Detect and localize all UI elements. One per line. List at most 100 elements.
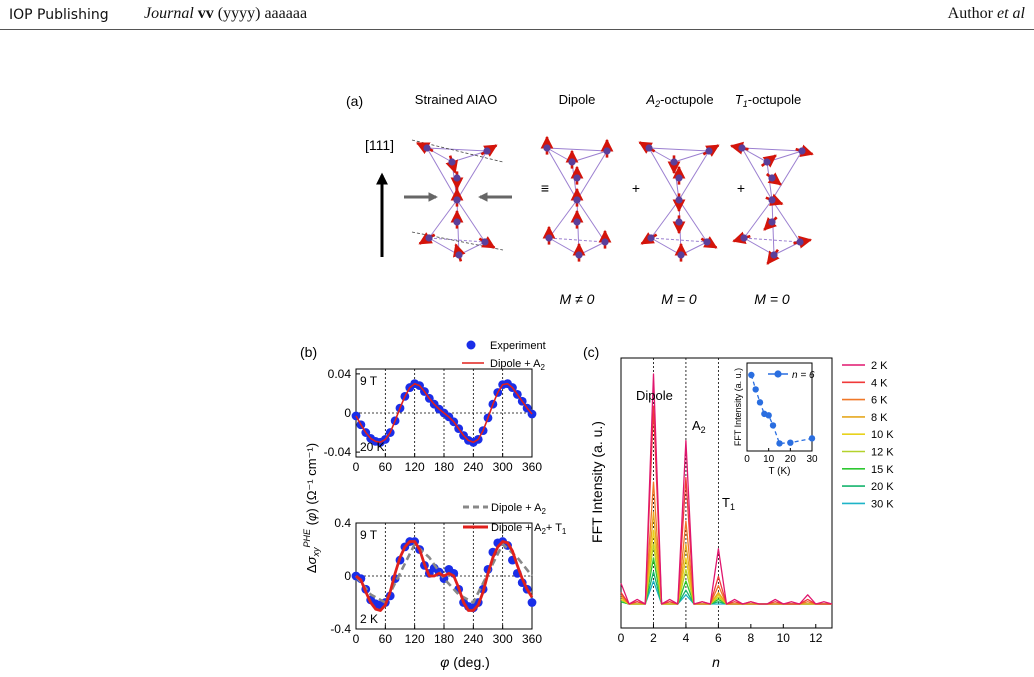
- plus-sign-1: +: [632, 180, 640, 196]
- tet-edge: [548, 237, 580, 256]
- legend-label: 8 K: [871, 412, 888, 424]
- x-tick-label: 8: [748, 631, 755, 645]
- y-tick-label: 0: [344, 569, 351, 583]
- inset-point: [748, 371, 755, 379]
- ion-site: [768, 196, 776, 204]
- tet-edge: [456, 199, 486, 243]
- panel-c: (c) 0 2 4 6 8 10 12 0 10 20 30 n = 6 T (K) FFT Inten…: [583, 344, 894, 670]
- peak-label-dipole: Dipole: [636, 388, 673, 403]
- tet-edge: [576, 199, 606, 243]
- x-tick-label: 0: [353, 632, 360, 646]
- legend-dipole-a2-label: Dipole + A2: [490, 358, 545, 372]
- page-header: IOP Publishing Journal vv (yyyy) aaaaaa …: [0, 0, 1034, 30]
- ion-site: [423, 144, 431, 152]
- tet-edge: [548, 199, 578, 239]
- ion-site: [647, 234, 655, 242]
- tet-edge: [743, 237, 775, 256]
- x-tick-label: 4: [683, 631, 690, 645]
- journal-citation: Journal vv (yyyy) aaaaaa: [144, 5, 307, 23]
- tet-edge: [771, 150, 803, 201]
- ion-site: [645, 144, 653, 152]
- moment-a2: M = 0: [661, 291, 697, 307]
- chart-c-inset: 0 10 20 30 n = 6 T (K) FFT Intensity (a. u.): [733, 362, 818, 477]
- ion-site: [675, 174, 683, 182]
- tet-edge: [428, 237, 486, 243]
- y-tick-label: 0.04: [328, 367, 352, 381]
- fft-series-line: [620, 557, 832, 605]
- fft-series-line: [620, 571, 832, 605]
- panel-b-ylabel: ΔσxyPHE (φ) (Ω⁻¹ cm⁻¹): [302, 443, 321, 573]
- fft-series-line: [620, 511, 832, 605]
- ion-site: [575, 251, 583, 259]
- ion-site: [768, 174, 776, 182]
- moment-t1: M = 0: [754, 291, 790, 307]
- col-title-strained: Strained AIAO: [415, 92, 497, 107]
- inset-x-tick-label: 30: [806, 454, 818, 465]
- col-title-a2: A2-octupole: [645, 92, 713, 109]
- x-tick-label: 0: [353, 460, 360, 474]
- inset-x-tick-label: 0: [744, 454, 750, 465]
- plus-sign-2: +: [737, 180, 745, 196]
- ion-site: [573, 196, 581, 204]
- x-tick-label: 300: [493, 460, 513, 474]
- panel-c-label: (c): [583, 344, 599, 360]
- legend-label: 6 K: [871, 395, 888, 407]
- ion-site: [670, 158, 678, 166]
- x-tick-label: 2: [650, 631, 657, 645]
- inset-legend-marker: [774, 370, 782, 378]
- col-title-t1: T1-octupole: [735, 92, 801, 109]
- x-tick-label: 120: [405, 632, 425, 646]
- inset-x-tick-label: 20: [785, 454, 797, 465]
- fft-series-line: [620, 373, 833, 605]
- ion-site: [675, 218, 683, 226]
- inset-point: [808, 435, 816, 442]
- tet-edge: [673, 150, 710, 163]
- ion-site: [740, 234, 748, 242]
- direction-label: [111]: [365, 137, 394, 153]
- col-title-dipole: Dipole: [559, 92, 596, 107]
- author-name: Author: [947, 5, 993, 22]
- journal-year: (yyyy): [217, 5, 261, 22]
- x-tick-label: 10: [777, 631, 791, 645]
- x-tick-label: 60: [379, 460, 393, 474]
- data-point: [527, 598, 537, 607]
- tet-edge: [576, 150, 608, 201]
- inset-point: [787, 439, 794, 446]
- ion-site: [481, 238, 489, 246]
- legend-label: 15 K: [871, 464, 894, 476]
- ion-site: [573, 218, 581, 226]
- legend-label: 30 K: [871, 498, 894, 510]
- tet-edge: [648, 147, 710, 152]
- tet-edge: [548, 237, 606, 243]
- inset-point: [756, 399, 764, 406]
- tet-edge: [741, 147, 803, 152]
- tet-edge: [771, 199, 775, 256]
- inset-point: [776, 440, 783, 447]
- fft-series-line: [620, 529, 832, 605]
- equiv-sign: ≡: [541, 180, 549, 196]
- y-tick-label: 0.4: [334, 516, 351, 530]
- ion-site: [763, 158, 771, 166]
- tet-edge: [578, 241, 606, 256]
- legend-label: 20 K: [871, 481, 894, 493]
- tet-edge: [650, 237, 708, 243]
- tet-edge: [678, 199, 708, 243]
- tet-edge: [743, 199, 773, 239]
- tet-edge: [650, 237, 682, 256]
- plot-frame: [620, 357, 833, 629]
- ion-site: [770, 251, 778, 259]
- ion-site: [425, 234, 433, 242]
- journal-volume: vv: [197, 5, 214, 22]
- ion-site: [568, 158, 576, 166]
- legend-dashed-label: Dipole + A2: [491, 502, 546, 516]
- ion-site: [601, 238, 609, 246]
- ion-site: [768, 218, 776, 226]
- series-line: [355, 382, 533, 444]
- x-tick-label: 240: [463, 460, 483, 474]
- x-tick-label: 240: [463, 632, 483, 646]
- tet-edge: [650, 199, 680, 239]
- x-tick-label: 120: [405, 460, 425, 474]
